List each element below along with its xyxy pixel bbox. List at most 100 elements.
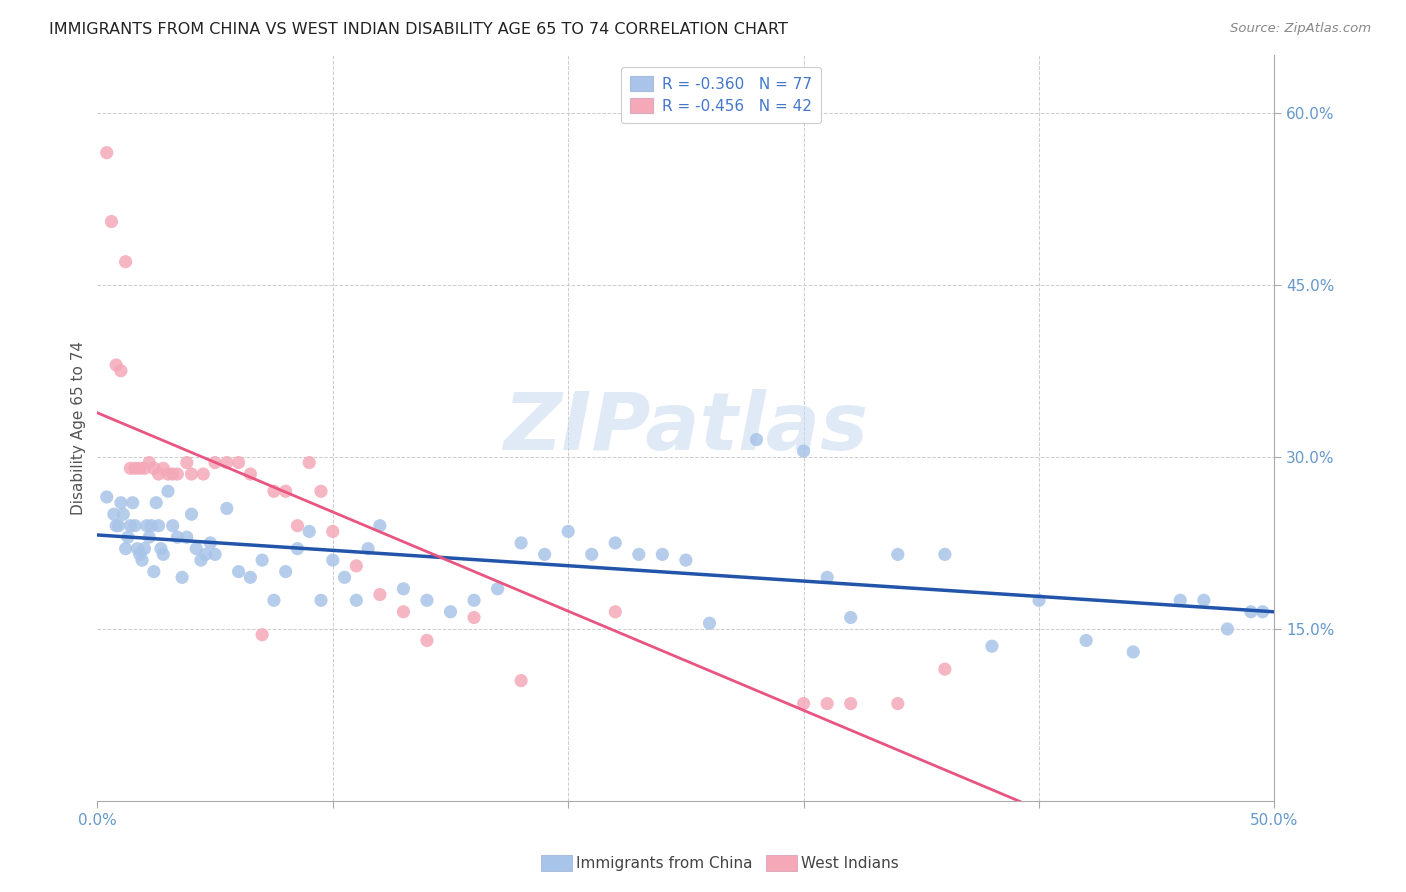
Point [124, 518, 146, 533]
Point [138, 456, 160, 470]
Point [103, 507, 125, 521]
Point [463, 593, 485, 607]
Point [416, 593, 439, 607]
Point [162, 467, 184, 481]
Point [250, 553, 273, 567]
Point [557, 524, 579, 539]
Point [1168, 593, 1191, 607]
Point [120, 518, 142, 533]
Point [148, 518, 170, 533]
Point [934, 548, 956, 562]
Point [981, 639, 1004, 653]
Point [114, 254, 136, 268]
Point [1028, 593, 1050, 607]
Point [96, 145, 118, 160]
Point [815, 697, 838, 711]
Point [204, 548, 226, 562]
Point [745, 433, 768, 447]
Point [180, 467, 202, 481]
Text: Source: ZipAtlas.com: Source: ZipAtlas.com [1230, 22, 1371, 36]
Point [322, 524, 344, 539]
Point [1240, 605, 1263, 619]
Point [263, 593, 285, 607]
Point [200, 536, 222, 550]
Point [675, 553, 697, 567]
Point [934, 662, 956, 676]
Point [887, 548, 910, 562]
Point [117, 530, 139, 544]
Point [699, 616, 721, 631]
Point [651, 548, 673, 562]
Point [228, 456, 250, 470]
Point [581, 548, 603, 562]
Point [105, 518, 128, 533]
Point [112, 507, 135, 521]
Point [274, 565, 297, 579]
Point [239, 467, 262, 481]
Point [215, 501, 238, 516]
Point [215, 456, 238, 470]
Point [392, 605, 415, 619]
Point [605, 536, 627, 550]
Point [149, 541, 172, 556]
Point [510, 536, 533, 550]
Point [309, 484, 332, 499]
Point [627, 548, 650, 562]
Point [128, 461, 150, 475]
Point [274, 484, 297, 499]
Point [1192, 593, 1215, 607]
Point [156, 484, 179, 499]
Point [100, 214, 122, 228]
Point [131, 553, 153, 567]
Point [124, 461, 146, 475]
Point [127, 541, 149, 556]
Point [344, 593, 367, 607]
Point [357, 541, 380, 556]
Point [605, 605, 627, 619]
Point [176, 530, 198, 544]
Text: West Indians: West Indians [801, 856, 900, 871]
Point [204, 456, 226, 470]
Point [134, 541, 156, 556]
Point [128, 548, 150, 562]
Point [250, 628, 273, 642]
Point [368, 588, 391, 602]
Point [96, 490, 118, 504]
Point [190, 553, 212, 567]
Point [839, 610, 862, 624]
Point [166, 467, 188, 481]
Point [239, 570, 262, 584]
Point [1122, 645, 1144, 659]
Point [138, 530, 160, 544]
Point [298, 456, 321, 470]
Legend: R = -0.360   N = 77, R = -0.456   N = 42: R = -0.360 N = 77, R = -0.456 N = 42 [621, 67, 821, 123]
Point [120, 461, 142, 475]
Point [180, 507, 202, 521]
Point [186, 541, 208, 556]
Point [416, 633, 439, 648]
Point [439, 605, 461, 619]
Text: Immigrants from China: Immigrants from China [576, 856, 754, 871]
Point [1074, 633, 1097, 648]
Point [1216, 622, 1239, 636]
Point [1251, 605, 1274, 619]
Point [135, 518, 157, 533]
Point [166, 530, 188, 544]
Point [142, 461, 165, 475]
Point [156, 467, 179, 481]
Point [172, 570, 194, 584]
Point [333, 570, 356, 584]
Point [887, 697, 910, 711]
Text: IMMIGRANTS FROM CHINA VS WEST INDIAN DISABILITY AGE 65 TO 74 CORRELATION CHART: IMMIGRANTS FROM CHINA VS WEST INDIAN DIS… [49, 22, 789, 37]
Point [793, 444, 815, 458]
Point [152, 548, 174, 562]
Point [121, 496, 143, 510]
Point [141, 518, 163, 533]
Point [228, 565, 250, 579]
Point [152, 461, 174, 475]
Point [134, 461, 156, 475]
Point [392, 582, 415, 596]
Point [114, 541, 136, 556]
Point [793, 697, 815, 711]
Point [107, 518, 129, 533]
